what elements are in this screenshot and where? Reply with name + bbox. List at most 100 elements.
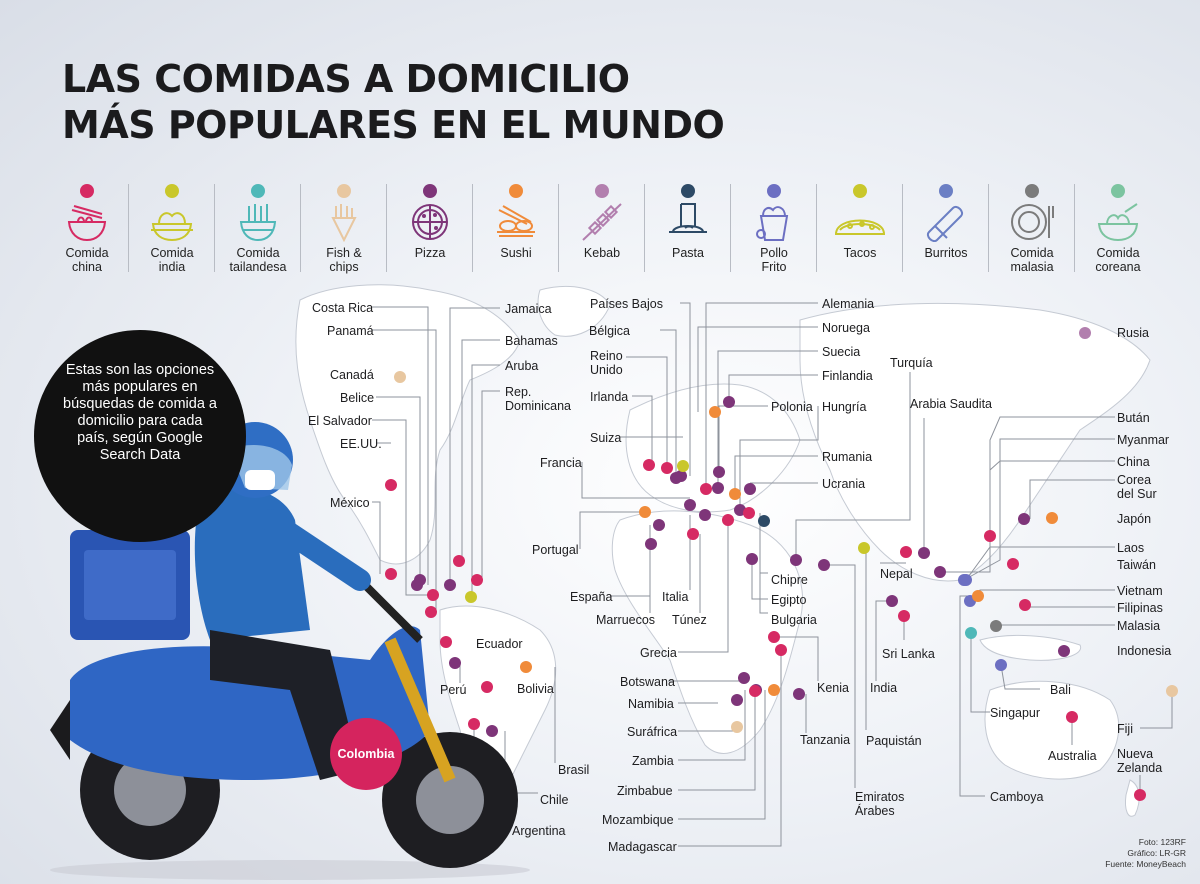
country-marker [858,542,870,554]
country-label: Aruba [505,359,539,373]
leader-line [970,633,990,713]
country-label: Nueva Zelanda [1117,747,1163,775]
country-marker [453,555,465,567]
legend-divider [300,184,301,272]
leader-line [875,600,892,681]
country-label: Finlandia [822,369,873,383]
leader-line [759,521,768,574]
country-marker [768,684,780,696]
legend-divider [644,184,645,272]
country-marker [699,509,711,521]
country-label: Brasil [558,763,590,777]
legend-divider [730,184,731,272]
country-marker [1046,512,1058,524]
sushi-icon [477,202,555,242]
title-line-2: MÁS POPULARES EN EL MUNDO [62,103,725,147]
country-marker [886,595,898,607]
country-marker [677,460,689,472]
country-marker [520,661,532,673]
country-label: Túnez [672,613,707,627]
country-marker [790,554,802,566]
country-marker [758,515,770,527]
legend-dot [165,184,179,198]
country-label: Ecuador [476,637,523,651]
leader-line [774,636,819,681]
country-label: Belice [340,391,375,405]
leader-line [705,302,818,489]
country-label: Australia [1048,749,1097,763]
legend-item-sushi: Sushi [477,180,555,280]
legend-label: Pollo Frito [760,246,788,274]
country-marker [898,610,910,622]
country-marker [744,483,756,495]
leader-line [1140,691,1173,729]
kebab-skewer-icon [563,202,641,242]
country-marker [1018,513,1030,525]
source-credit: Fuente: MoneyBeach [1105,859,1186,869]
country-label: Portugal [532,543,579,557]
country-marker [1079,327,1091,339]
country-marker [465,591,477,603]
leader-line [963,438,1115,581]
legend-dot [853,184,867,198]
country-marker [743,507,755,519]
country-label: Zimbabue [617,784,673,798]
country-label: Turquía [890,356,933,370]
legend-item-tacos: Tacos [821,180,899,280]
country-marker [972,590,984,602]
country-label: Bélgica [589,324,630,338]
country-label: Taiwán [1117,558,1156,572]
country-marker [661,462,673,474]
country-marker [449,657,461,669]
legend-label: Tacos [843,246,877,260]
graphic-credit: Gráfico: LR-GR [1127,848,1186,858]
leader-line [372,419,433,596]
legend-dot [423,184,437,198]
noodle-bowl-icon [48,202,126,242]
country-label: Argentina [512,824,566,838]
legend-dot [337,184,351,198]
pasta-plate-icon [649,202,727,242]
legend-divider [988,184,989,272]
legend-label: Comida china [65,246,109,274]
leader-line [734,455,818,494]
country-label: Panamá [327,324,374,338]
title-line-1: LAS COMIDAS A DOMICILIO [62,57,630,101]
country-marker [1058,645,1070,657]
leader-line [372,329,437,612]
malaysian-plate-icon [993,202,1071,242]
country-marker [394,371,406,383]
country-marker [934,566,946,578]
legend-label: Pizza [414,246,446,260]
leader-line [824,564,856,788]
country-marker [731,694,743,706]
legend-divider [472,184,473,272]
country-label: Perú [440,683,467,697]
legend-label: Comida malasia [1010,246,1054,274]
leader-line [680,302,691,476]
country-label: Malasia [1117,619,1161,633]
legend-dot [80,184,94,198]
country-label: Myanmar [1117,433,1170,447]
country-label: Canadá [330,368,374,382]
food-legend: Comida china Comida india Comida tailand… [48,180,1148,280]
country-label: El Salvador [308,414,372,428]
country-label: Bolivia [517,682,554,696]
legend-label: Comida coreana [1095,246,1141,274]
country-marker [723,396,735,408]
country-label: Rep. Dominicana [505,385,572,413]
country-label: Alemania [822,297,875,311]
country-label: Madagascar [608,840,677,854]
country-marker [965,627,977,639]
country-label: Italia [662,590,689,604]
country-label: Egipto [771,593,807,607]
legend-divider [386,184,387,272]
country-label: Zambia [632,754,674,768]
leader-line [471,364,500,597]
country-marker [793,688,805,700]
country-label: Nepal [880,567,913,581]
leader-line [678,690,766,820]
country-marker [722,514,734,526]
country-label: Jamaica [505,302,552,316]
leader-line [940,416,1115,573]
